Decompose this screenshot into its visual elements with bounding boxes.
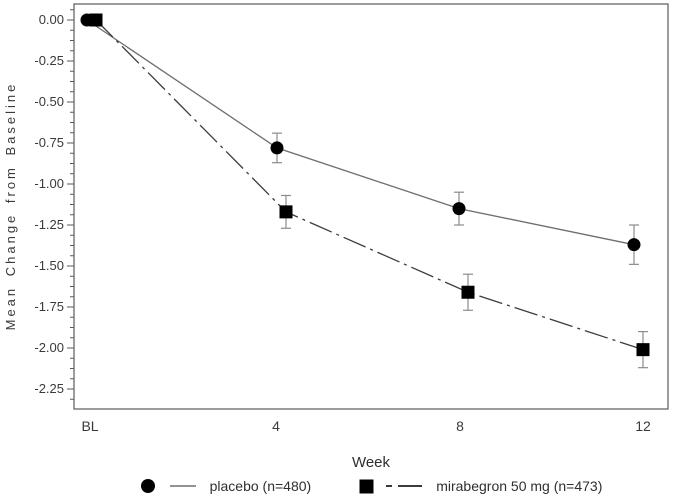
y-tick-label: -1.50: [34, 258, 64, 273]
placebo-data-point: [627, 238, 641, 252]
mirabegron-data-point: [636, 343, 650, 357]
y-axis-title: Mean Change from Baseline: [3, 81, 18, 331]
x-tick-label: 12: [635, 418, 651, 434]
y-tick-label: -2.00: [34, 340, 64, 355]
circle-marker-icon: [140, 479, 155, 493]
y-tick-label: 0.00: [38, 12, 64, 27]
legend-item-placebo: placebo (n=480): [140, 478, 312, 494]
placebo-series-line: [86, 19, 635, 246]
x-tick-label: BL: [81, 418, 99, 434]
y-tick-label: -0.50: [34, 94, 64, 109]
mirabegron-data-point: [279, 205, 293, 219]
y-tick-label: -1.25: [34, 217, 64, 232]
legend-label-placebo: placebo (n=480): [209, 478, 312, 494]
placebo-data-point: [270, 141, 284, 155]
y-tick-label: -1.00: [34, 176, 64, 191]
legend-label-mirabegron: mirabegron 50 mg (n=473): [436, 478, 603, 494]
x-tick-label: 8: [456, 418, 464, 434]
x-tick-label: 4: [272, 418, 280, 434]
square-marker-icon: [359, 479, 374, 493]
y-tick-label: -0.25: [34, 53, 64, 68]
y-tick-label: -2.25: [34, 381, 64, 396]
dash-dot-line-sample-icon: [386, 485, 423, 487]
y-tick-label: -1.75: [34, 299, 64, 314]
placebo-data-point: [452, 202, 466, 216]
mirabegron-series-line: [95, 19, 644, 351]
y-tick-label: -0.75: [34, 135, 64, 150]
plot-frame: [73, 3, 669, 410]
x-axis-title: Week: [351, 454, 391, 471]
chart-legend: placebo (n=480) mirabegron 50 mg (n=473): [74, 478, 668, 494]
mirabegron-data-point: [461, 285, 475, 299]
legend-item-mirabegron: mirabegron 50 mg (n=473): [359, 478, 602, 494]
solid-line-sample-icon: [169, 485, 196, 487]
mirabegron-data-point: [89, 13, 103, 27]
